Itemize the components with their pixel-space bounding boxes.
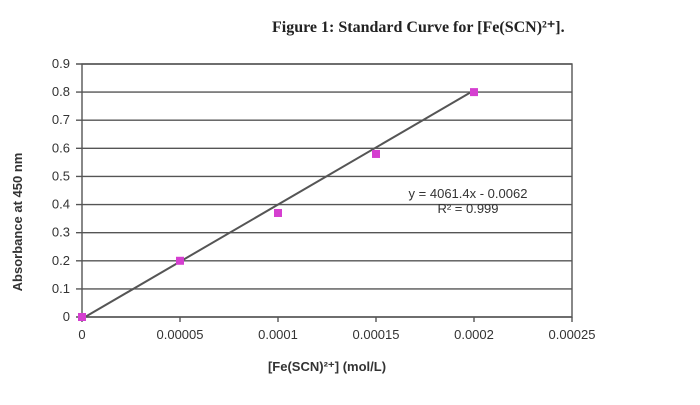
data-point — [372, 149, 380, 158]
x-tick-label: 0.0002 — [454, 327, 494, 342]
data-point — [176, 256, 184, 265]
y-axis-label: Absorbance at 450 nm — [10, 153, 25, 292]
x-tick-label: 0.00015 — [353, 327, 400, 342]
y-tick-label: 0.4 — [52, 197, 70, 212]
x-tick-label: 0 — [78, 327, 85, 342]
r-squared-label: R² = 0.999 — [437, 201, 498, 216]
chart-title: Figure 1: Standard Curve for [Fe(SCN)²⁺]… — [272, 19, 565, 36]
y-tick-label: 0.2 — [52, 253, 70, 268]
y-tick-label: 0 — [63, 309, 70, 324]
data-points — [78, 88, 478, 321]
data-point — [274, 208, 282, 217]
y-tick-label: 0.3 — [52, 225, 70, 240]
data-point — [470, 88, 478, 97]
x-axis-label: [Fe(SCN)²⁺] (mol/L) — [268, 359, 386, 374]
x-tick-label: 0.00025 — [549, 327, 596, 342]
y-tick-label: 0.1 — [52, 281, 70, 296]
y-tick-label: 0.5 — [52, 168, 70, 183]
y-tick-label: 0.7 — [52, 112, 70, 127]
y-tick-label: 0.9 — [52, 56, 70, 71]
data-point — [78, 313, 86, 321]
x-tick-label: 0.0001 — [258, 327, 298, 342]
gridlines — [76, 63, 573, 322]
trendline-path — [81, 89, 475, 320]
x-tick-labels: 0 0.00005 0.0001 0.00015 0.0002 0.00025 — [78, 327, 595, 342]
y-tick-label: 0.8 — [52, 84, 70, 99]
trendline-equation: y = 4061.4x - 0.0062 — [409, 186, 528, 201]
x-tick-label: 0.00005 — [157, 327, 204, 342]
trendline — [81, 89, 475, 320]
y-tick-label: 0.6 — [52, 140, 70, 155]
y-tick-labels: 0 0.1 0.2 0.3 0.4 0.5 0.6 0.7 0.8 0.9 — [52, 56, 70, 324]
